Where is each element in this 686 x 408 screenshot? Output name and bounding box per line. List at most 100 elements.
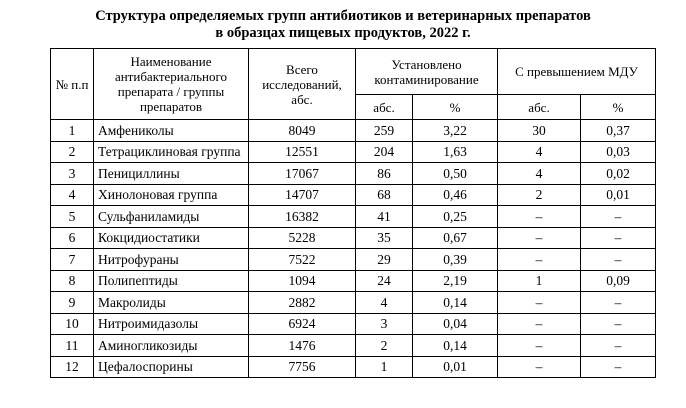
- value-cell: 7: [50, 248, 94, 271]
- header-cell: абс.: [497, 94, 581, 120]
- table-row: 5 Сульфаниламиды 16382 41 0,25– –: [50, 205, 657, 228]
- value-cell: 0,39: [412, 248, 498, 271]
- value-cell: –: [497, 248, 581, 271]
- value-cell: 5: [50, 205, 94, 228]
- value-cell: 2: [50, 140, 94, 163]
- name-cell: Цефалоспорины: [93, 355, 249, 378]
- value-cell: 204: [355, 140, 413, 163]
- value-cell: 4: [50, 183, 94, 206]
- value-cell: 1: [50, 119, 94, 142]
- name-cell: Нитрофураны: [93, 248, 249, 271]
- value-cell: 1: [497, 269, 581, 292]
- value-cell: 7756: [248, 355, 356, 378]
- name-cell: Хинолоновая группа: [93, 183, 249, 206]
- value-cell: 12551: [248, 140, 356, 163]
- value-cell: 3: [355, 312, 413, 335]
- value-cell: 0,01: [412, 355, 498, 378]
- value-cell: 0,46: [412, 183, 498, 206]
- value-cell: 5228: [248, 226, 356, 249]
- value-cell: 8: [50, 269, 94, 292]
- value-cell: –: [497, 355, 581, 378]
- header-cell: абс.: [355, 94, 413, 120]
- value-cell: 10: [50, 312, 94, 335]
- header-cell: Установлено контаминирование: [355, 48, 498, 95]
- value-cell: 4: [355, 291, 413, 314]
- value-cell: 0,03: [579, 140, 657, 163]
- value-cell: 35: [355, 226, 413, 249]
- header-cell: %: [579, 94, 657, 120]
- table-row: 11 Аминогликозиды 1476 2 0,14– –: [50, 334, 657, 357]
- table-row: 9 Макролиды 2882 4 0,14– –: [50, 291, 657, 314]
- value-cell: 0,01: [579, 183, 657, 206]
- name-cell: Полипептиды: [93, 269, 249, 292]
- value-cell: 0,25: [412, 205, 498, 228]
- title: Структура определяемых групп антибиотико…: [0, 8, 686, 42]
- table-row: 6 Кокцидиостатики 5228 35 0,67– –: [50, 226, 657, 249]
- name-cell: Нитроимидазолы: [93, 312, 249, 335]
- value-cell: 68: [355, 183, 413, 206]
- value-cell: 3,22: [412, 119, 498, 142]
- value-cell: 0,02: [579, 162, 657, 185]
- value-cell: 0,14: [412, 334, 498, 357]
- value-cell: 1: [355, 355, 413, 378]
- header-cell: Наименование антибактериального препарат…: [93, 48, 249, 120]
- value-cell: –: [579, 355, 657, 378]
- value-cell: –: [579, 291, 657, 314]
- value-cell: 2,19: [412, 269, 498, 292]
- value-cell: 30: [497, 119, 581, 142]
- table-row: 12 Цефалоспорины 7756 1 0,01– –: [50, 355, 657, 378]
- value-cell: 2: [497, 183, 581, 206]
- value-cell: 16382: [248, 205, 356, 228]
- value-cell: –: [497, 226, 581, 249]
- name-cell: Кокцидиостатики: [93, 226, 249, 249]
- value-cell: 4: [497, 140, 581, 163]
- value-cell: –: [497, 334, 581, 357]
- value-cell: 0,14: [412, 291, 498, 314]
- value-cell: 1094: [248, 269, 356, 292]
- value-cell: 29: [355, 248, 413, 271]
- value-cell: 4: [497, 162, 581, 185]
- value-cell: 2882: [248, 291, 356, 314]
- value-cell: –: [497, 312, 581, 335]
- value-cell: –: [579, 312, 657, 335]
- value-cell: 8049: [248, 119, 356, 142]
- value-cell: 11: [50, 334, 94, 357]
- value-cell: –: [579, 226, 657, 249]
- table-row: 8 Полипептиды 1094 24 2,19 1 0,09: [50, 269, 657, 292]
- value-cell: 1476: [248, 334, 356, 357]
- name-cell: Амфениколы: [93, 119, 249, 142]
- table-row: 10 Нитроимидазолы 6924 3 0,04– –: [50, 312, 657, 335]
- value-cell: –: [497, 205, 581, 228]
- table-row: 7 Нитрофураны 7522 29 0,39– –: [50, 248, 657, 271]
- value-cell: 0,09: [579, 269, 657, 292]
- value-cell: 259: [355, 119, 413, 142]
- name-cell: Макролиды: [93, 291, 249, 314]
- document: {"header": {"title_lines": ["Структура о…: [0, 8, 686, 408]
- value-cell: 86: [355, 162, 413, 185]
- value-cell: 1,63: [412, 140, 498, 163]
- value-cell: 0,04: [412, 312, 498, 335]
- value-cell: 9: [50, 291, 94, 314]
- value-cell: 6924: [248, 312, 356, 335]
- value-cell: –: [579, 334, 657, 357]
- name-cell: Сульфаниламиды: [93, 205, 249, 228]
- value-cell: 24: [355, 269, 413, 292]
- value-cell: 6: [50, 226, 94, 249]
- header-cell: %: [412, 94, 498, 120]
- data-table: № п.п Наименование антибактериального пр…: [50, 48, 657, 378]
- value-cell: 41: [355, 205, 413, 228]
- value-cell: 0,50: [412, 162, 498, 185]
- header-cell: № п.п: [50, 48, 94, 120]
- value-cell: 0,67: [412, 226, 498, 249]
- value-cell: 12: [50, 355, 94, 378]
- value-cell: –: [497, 291, 581, 314]
- value-cell: 2: [355, 334, 413, 357]
- name-cell: Тетрациклиновая группа: [93, 140, 249, 163]
- table-row: 3 Пенициллины 17067 86 0,50 4 0,02: [50, 162, 657, 185]
- table-row: 2 Тетрациклиновая группа 12551 204 1,63 4 0,03: [50, 140, 657, 163]
- table-row: 4 Хинолоновая группа 14707 68 0,46 2 0,01: [50, 183, 657, 206]
- title-line: Структура определяемых групп антибиотико…: [95, 8, 591, 24]
- table-body: 1 Амфениколы 8049 259 3,22 30 0,37 2 Тетрациклин…: [50, 119, 657, 378]
- value-cell: 7522: [248, 248, 356, 271]
